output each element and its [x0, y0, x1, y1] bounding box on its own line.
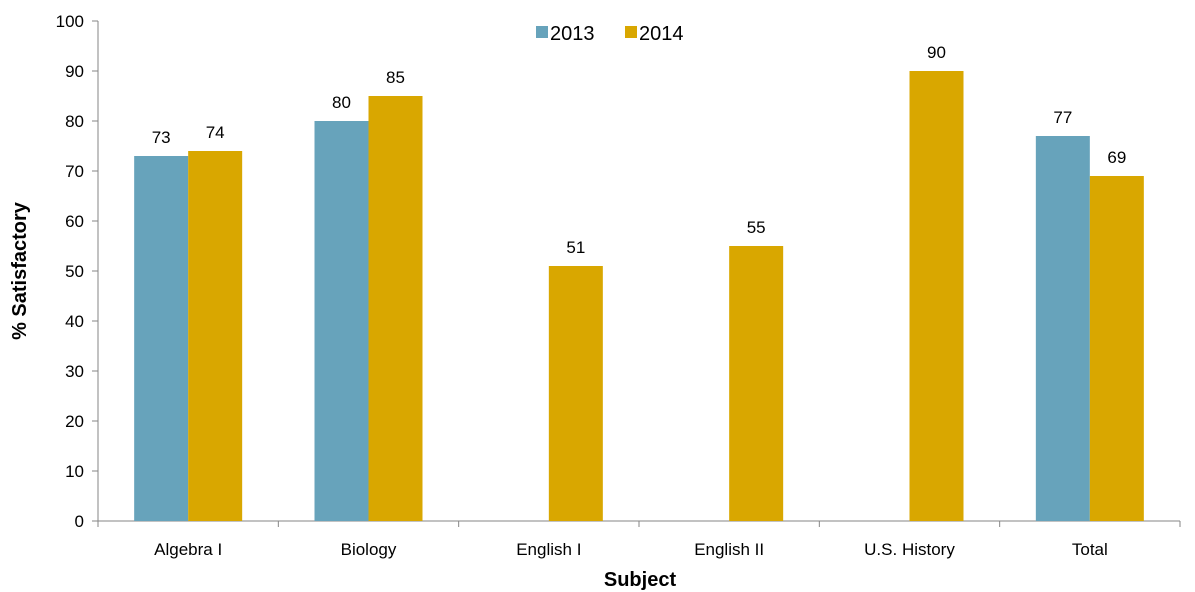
y-axis-title: % Satisfactory: [9, 201, 31, 340]
bar: [909, 71, 964, 521]
data-label: 51: [566, 238, 585, 257]
y-tick-label: 20: [65, 412, 84, 431]
legend: 2013 2014: [536, 23, 684, 45]
legend-label: 2013: [550, 23, 595, 45]
bar: [1035, 136, 1090, 521]
x-tick-label: U.S. History: [864, 540, 955, 559]
y-tick-label: 80: [65, 112, 84, 131]
x-axis-title: Subject: [604, 569, 677, 591]
data-label: 73: [152, 128, 171, 147]
y-tick-label: 40: [65, 312, 84, 331]
data-label: 80: [332, 93, 351, 112]
x-tick-label: English II: [694, 540, 764, 559]
bar: [1089, 176, 1144, 521]
y-tick-label: 0: [75, 512, 84, 531]
y-tick-label: 100: [56, 12, 84, 31]
legend-swatch: [625, 26, 637, 38]
legend-item: 2013: [536, 23, 595, 45]
data-label: 69: [1107, 148, 1126, 167]
x-tick-label: Total: [1072, 540, 1108, 559]
y-tick-label: 10: [65, 462, 84, 481]
data-label: 74: [206, 123, 225, 142]
bar: [314, 121, 369, 521]
bar: [729, 246, 784, 521]
bars: [134, 71, 1144, 521]
legend-item: 2014: [625, 23, 684, 45]
x-tick-label: Biology: [341, 540, 397, 559]
data-label: 77: [1053, 108, 1072, 127]
bar: [548, 266, 603, 521]
bar: [134, 156, 189, 521]
y-tick-label: 60: [65, 212, 84, 231]
y-axis: 0 10 20 30 40 50 60 70 80 90 100: [56, 12, 99, 531]
legend-label: 2014: [639, 23, 684, 45]
x-tick-label: English I: [516, 540, 581, 559]
data-labels: 73 80 77 74 85 51 55 90 69: [152, 43, 1127, 257]
y-tick-label: 50: [65, 262, 84, 281]
bar: [368, 96, 423, 521]
data-label: 85: [386, 68, 405, 87]
data-label: 55: [747, 218, 766, 237]
x-tick-label: Algebra I: [154, 540, 222, 559]
bar: [188, 151, 243, 521]
y-tick-label: 30: [65, 362, 84, 381]
y-tick-label: 90: [65, 62, 84, 81]
data-label: 90: [927, 43, 946, 62]
x-axis: Algebra I Biology English I English II U.S. …: [97, 520, 1181, 559]
legend-swatch: [536, 26, 548, 38]
y-tick-label: 70: [65, 162, 84, 181]
